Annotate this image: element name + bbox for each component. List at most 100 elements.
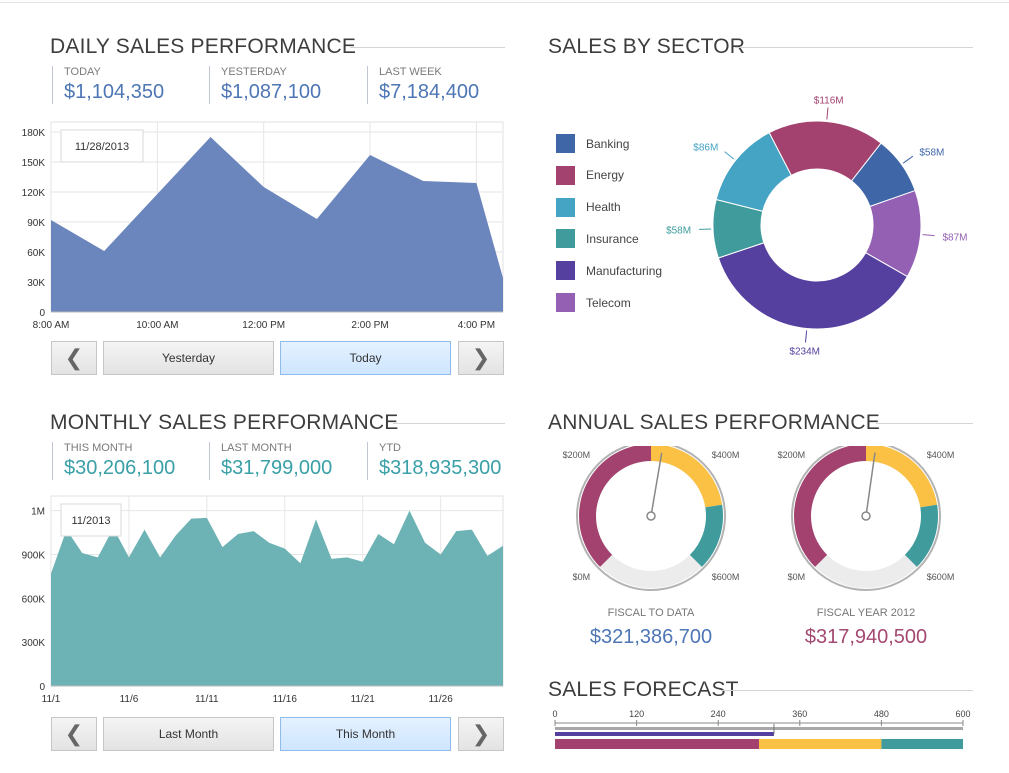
y-tick-label: 0 [39, 308, 45, 319]
daily-title-rule [350, 47, 505, 48]
daily-kpi-last-week: LAST WEEK $7,184,400 [367, 66, 479, 104]
gauge-tick-label: $600M [712, 572, 740, 582]
today-button[interactable]: Today [280, 341, 451, 375]
tooltip-text: 11/2013 [72, 515, 111, 527]
legend-item: Energy [556, 165, 625, 185]
today-button-label: Today [349, 351, 382, 365]
legend-item: Telecom [556, 293, 631, 312]
x-tick-label: 11/16 [273, 694, 298, 705]
y-tick-label: 300K [22, 638, 46, 649]
gauge-tick-label: $0M [788, 572, 806, 582]
chevron-left-icon: ❮ [64, 345, 84, 370]
slice-label: $86M [693, 143, 718, 154]
legend-swatch [556, 293, 575, 312]
gauge-hub [646, 511, 656, 521]
y-tick-label: 0 [39, 682, 45, 693]
y-tick-label: 600K [22, 594, 46, 605]
gauge-caption: FISCAL YEAR 2012 [816, 607, 916, 619]
x-tick-label: 12:00 PM [242, 320, 285, 331]
kpi-label: THIS MONTH [64, 442, 133, 454]
kpi-value: $30,206,100 [64, 457, 176, 479]
y-tick-label: 60K [27, 248, 45, 259]
tooltip-box [60, 129, 144, 163]
gauge-band [904, 504, 938, 567]
donut-slice [768, 120, 882, 182]
legend-label: Telecom [586, 295, 631, 310]
legend-item: Health [556, 197, 621, 217]
daily-kpi-yesterday: YESTERDAY $1,087,100 [209, 66, 321, 104]
sector-donut-chart: $58M $87M $234M $58M $86M $116M [666, 96, 967, 355]
yesterday-button[interactable]: Yesterday [103, 341, 274, 375]
daily-next-button[interactable]: ❯ [458, 341, 504, 375]
last-month-button[interactable]: Last Month [103, 717, 274, 751]
this-month-button[interactable]: This Month [280, 717, 451, 751]
slice-leader [922, 234, 935, 237]
gauge-tick-label: $200M [563, 450, 591, 460]
area-series [51, 137, 503, 312]
chevron-right-icon: ❯ [471, 345, 491, 370]
gauge-band [793, 446, 866, 567]
legend-swatch [556, 229, 575, 249]
monthly-title: MONTHLY SALES PERFORMANCE [50, 411, 399, 434]
monthly-kpi-ytd: YTD $318,935,300 [367, 442, 501, 480]
y-tick-label: 120K [22, 188, 46, 199]
monthly-kpi-this-month: THIS MONTH $30,206,100 [52, 442, 175, 480]
tooltip-text: 11/28/2013 [75, 141, 129, 153]
daily-prev-button[interactable]: ❮ [51, 341, 97, 375]
kpi-value: $1,104,350 [64, 81, 165, 103]
legend-swatch [556, 134, 575, 153]
forecast-tick-label: 0 [552, 709, 557, 719]
gauge-hub [861, 511, 871, 521]
annual-title: ANNUAL SALES PERFORMANCE [548, 411, 880, 434]
slice-label: $87M [942, 232, 967, 243]
forecast-tick-label: 480 [874, 709, 889, 719]
kpi-value: $31,799,000 [221, 457, 333, 479]
area-series [51, 510, 503, 686]
x-tick-label: 8:00 AM [33, 320, 70, 331]
sector-title-rule [735, 47, 973, 48]
fiscal-to-data-gauge: $0M $200M $400M $600M [563, 446, 740, 591]
last-month-button-label: Last Month [158, 727, 219, 741]
forecast-tick-label: 600 [955, 709, 970, 719]
forecast-segment [759, 739, 882, 749]
daily-kpi-today: TODAY $1,104,350 [52, 66, 164, 104]
tooltip-box [60, 503, 122, 537]
legend-label: Insurance [586, 231, 639, 246]
legend-label: Energy [586, 168, 625, 183]
kpi-value: $318,935,300 [379, 457, 502, 479]
annual-title-rule [876, 423, 973, 424]
y-tick-label: 180K [22, 128, 46, 139]
monthly-next-button[interactable]: ❯ [458, 717, 504, 751]
legend-item: Banking [556, 134, 629, 153]
kpi-label: YTD [379, 442, 401, 454]
gauge-band [866, 446, 938, 508]
yesterday-button-label: Yesterday [162, 351, 215, 365]
y-tick-label: 30K [27, 278, 45, 289]
monthly-prev-button[interactable]: ❮ [51, 717, 97, 751]
monthly-title-rule [393, 423, 505, 424]
monthly-sales-chart: 0 300K 600K 900K 1M 11/1 11/6 11/11 11/16 11/21 11… [22, 495, 504, 705]
forecast-title: SALES FORECAST [548, 678, 739, 701]
gauge-band [578, 446, 651, 567]
slice-label: $234M [789, 346, 820, 355]
forecast-tick-label: 360 [792, 709, 807, 719]
legend-item: Manufacturing [556, 261, 663, 281]
slice-leader [826, 107, 829, 120]
legend-label: Health [586, 200, 621, 215]
gauge-band [651, 446, 723, 508]
kpi-value: $1,087,100 [221, 81, 322, 103]
gauge-needle [865, 452, 876, 517]
slice-label: $58M [666, 226, 691, 237]
slice-leader [902, 155, 914, 164]
legend-label: Manufacturing [586, 263, 663, 278]
forecast-bullet-chart: 0 120 240 360 480 600 [552, 709, 971, 749]
top-border [0, 2, 1009, 3]
x-tick-label: 11/26 [429, 694, 454, 705]
gauge-tick-label: $600M [927, 572, 955, 582]
kpi-label: YESTERDAY [221, 66, 287, 78]
x-tick-label: 2:00 PM [351, 320, 388, 331]
this-month-button-label: This Month [335, 727, 396, 741]
x-tick-label: 4:00 PM [458, 320, 495, 331]
kpi-label: TODAY [64, 66, 101, 78]
x-tick-label: 11/21 [351, 694, 376, 705]
